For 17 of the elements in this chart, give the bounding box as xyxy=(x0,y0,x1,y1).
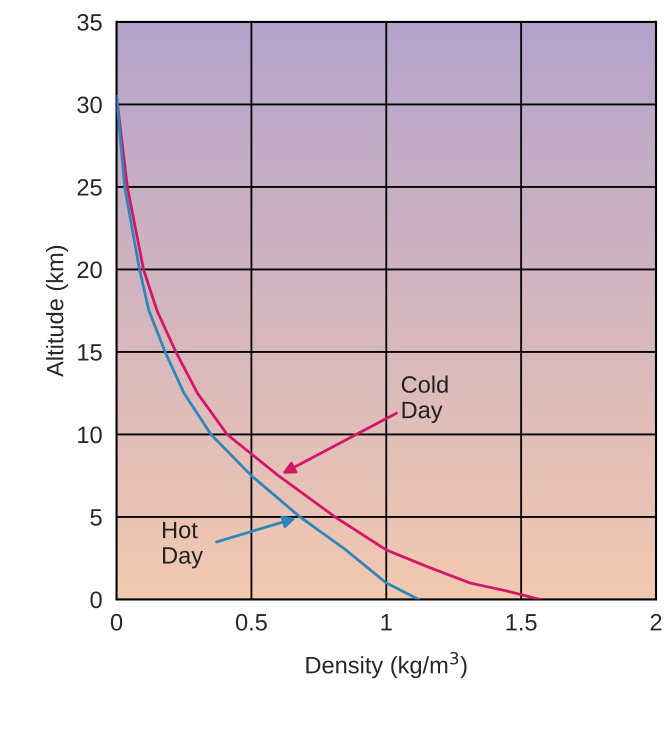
x-tick-label: 2 xyxy=(650,614,662,630)
x-tick-label: 1.5 xyxy=(506,614,537,631)
y-tick-label: 0 xyxy=(90,591,102,608)
y-tick-label: 15 xyxy=(78,344,102,361)
x-tick-label: 0.5 xyxy=(236,614,267,631)
y-tick-label: 20 xyxy=(78,261,102,278)
y-tick-label: 25 xyxy=(78,178,102,196)
y-tick-label: 10 xyxy=(78,426,102,444)
x-tick-label: 0 xyxy=(110,614,122,631)
y-tick-label: 30 xyxy=(77,96,102,114)
x-axis-title: Density (kg/m$^{3}$) xyxy=(306,652,467,678)
x-tick-label: 1 xyxy=(382,614,392,630)
legend-label: Hot Day xyxy=(163,522,204,568)
y-axis-title: Altitude (km) xyxy=(46,246,68,377)
y-tick-label: 35 xyxy=(77,14,102,31)
y-tick-label: 5 xyxy=(90,509,102,526)
text: Cold Day xyxy=(402,376,448,424)
